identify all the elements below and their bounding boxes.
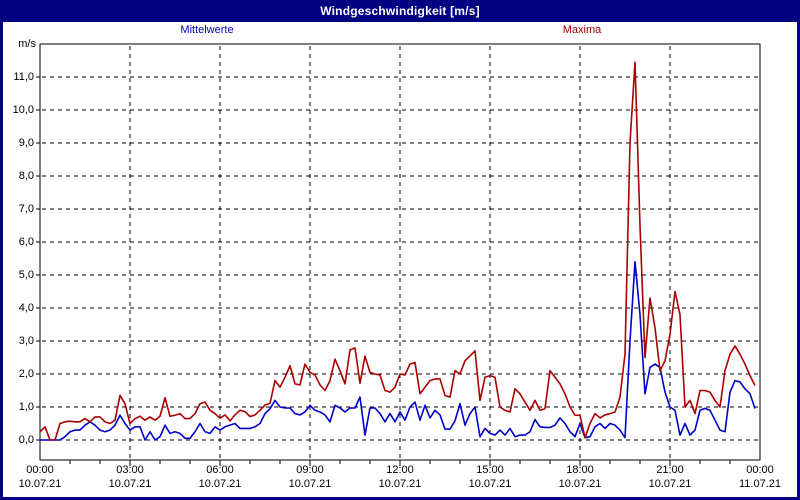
x-tick-date-label: 10.07.21 — [558, 478, 602, 490]
x-tick-time-label: 15:00 — [476, 464, 504, 476]
x-tick-time-label: 18:00 — [566, 464, 594, 476]
x-tick-time-label: 00:00 — [746, 464, 774, 476]
x-tick-date-label: 11.07.21 — [738, 478, 781, 490]
y-tick-label: 1,0 — [18, 401, 34, 413]
y-tick-label: 7,0 — [18, 203, 34, 215]
x-tick-time-label: 09:00 — [296, 464, 324, 476]
max-series-line — [39, 61, 756, 441]
title-bar: Windgeschwindigkeit [m/s] — [0, 0, 800, 22]
y-axis-unit-label: m/s — [18, 38, 36, 50]
y-tick-label: 11,0 — [13, 71, 34, 83]
x-tick-date-label: 10.07.21 — [378, 478, 422, 490]
y-tick-label: 4,0 — [18, 302, 34, 314]
plot-border — [39, 43, 761, 461]
y-tick-label: 0,0 — [18, 434, 34, 446]
y-tick-label: 3,0 — [18, 335, 34, 347]
x-tick-date-label: 10.07.21 — [18, 478, 62, 490]
y-tick-label: 9,0 — [18, 137, 34, 149]
x-tick-date-label: 10.07.21 — [288, 478, 332, 490]
x-tick-date-label: 10.07.21 — [648, 478, 692, 490]
x-tick-time-label: 21:00 — [656, 464, 684, 476]
window-title: Windgeschwindigkeit [m/s] — [320, 4, 480, 18]
x-tick-time-label: 03:00 — [116, 464, 144, 476]
x-tick-time-label: 12:00 — [386, 464, 414, 476]
legend-mean-label: Mittelwerte — [180, 24, 234, 36]
y-tick-label: 6,0 — [18, 236, 34, 248]
mean-series-line — [40, 260, 756, 441]
x-tick-date-label: 10.07.21 — [108, 478, 152, 490]
legend-max-label: Maxima — [562, 24, 602, 36]
y-tick-label: 8,0 — [18, 170, 34, 182]
x-tick-time-label: 06:00 — [206, 464, 234, 476]
x-tick-date-label: 10.07.21 — [198, 478, 242, 490]
y-tick-label: 5,0 — [18, 269, 34, 281]
y-tick-label: 10,0 — [12, 104, 34, 116]
x-tick-date-label: 10.07.21 — [468, 478, 512, 490]
y-tick-label: 2,0 — [18, 368, 34, 380]
x-tick-time-label: 00:00 — [26, 464, 54, 476]
